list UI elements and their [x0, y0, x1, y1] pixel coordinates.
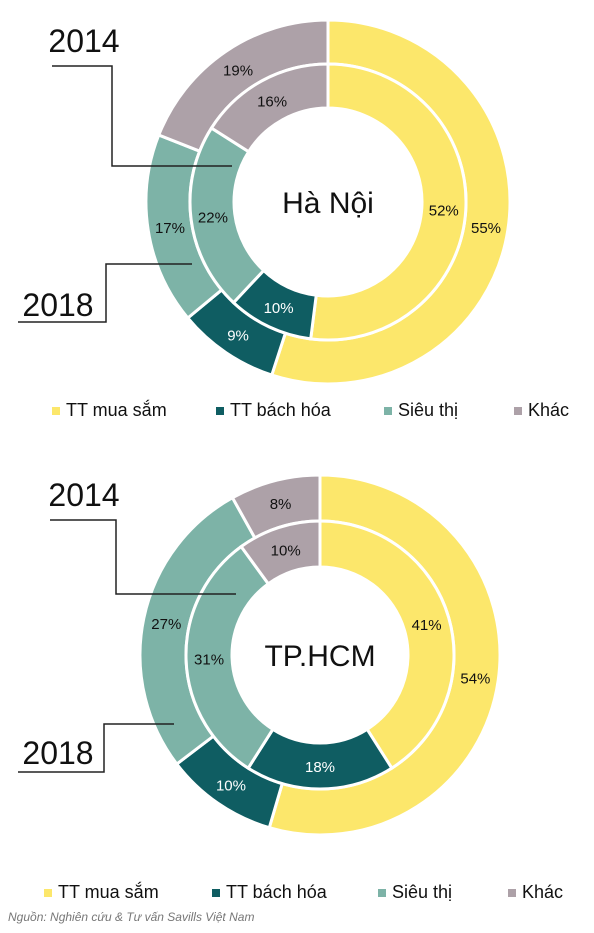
- source-note: Nguồn: Nghiên cứu & Tư vấn Savills Việt …: [8, 910, 255, 924]
- leader-line-inner: [52, 65, 232, 167]
- legend-item-supermarket: Siêu thị: [378, 882, 452, 903]
- legend-swatch: [384, 406, 392, 415]
- slice-label: 31%: [194, 651, 224, 668]
- slice-label: 41%: [412, 617, 442, 634]
- slice-label: 55%: [471, 220, 501, 237]
- legend-label: TT mua sắm: [66, 400, 167, 420]
- legend-hanoi: TT mua sắm TT bách hóa Siêu thị Khác: [0, 400, 594, 424]
- leader-line-outer: [18, 723, 174, 773]
- year-label-inner: 2014: [48, 477, 119, 513]
- legend-swatch: [44, 888, 52, 897]
- year-label-outer: 2018: [22, 735, 93, 771]
- legend-swatch: [508, 888, 516, 897]
- slice-label: 9%: [227, 327, 249, 344]
- slice-label: 22%: [198, 210, 228, 227]
- donut-slice-inner-1: [309, 62, 468, 342]
- slice-label: 19%: [223, 63, 253, 80]
- legend-label: TT bách hóa: [226, 882, 327, 902]
- legend-label: TT bách hóa: [230, 400, 331, 420]
- leader-line-inner: [50, 519, 236, 595]
- legend-item-shopping: TT mua sắm: [52, 400, 167, 421]
- donut-chart-hanoi: 55% 9% 17% 19% 52% 10% 22% 16% Hà Nội 2014 2018: [18, 18, 512, 386]
- legend-swatch: [216, 406, 224, 415]
- legend-swatch: [378, 888, 386, 897]
- slice-label: 10%: [216, 777, 246, 794]
- leader-line-outer: [18, 263, 192, 323]
- legend-label: Siêu thị: [392, 882, 453, 902]
- chart-panel-hanoi: 55% 9% 17% 19% 52% 10% 22% 16% Hà Nội 2014 2018 TT…: [0, 0, 594, 455]
- legend-hcm: TT mua sắm TT bách hóa Siêu thị Khác: [0, 882, 594, 906]
- legend-item-department: TT bách hóa: [212, 882, 327, 903]
- legend-label: Khác: [528, 400, 570, 420]
- legend-item-supermarket: Siêu thị: [384, 400, 458, 421]
- legend-swatch: [52, 406, 60, 415]
- legend-swatch: [514, 406, 522, 415]
- slice-label: 18%: [305, 759, 335, 776]
- slice-label: 8%: [270, 496, 292, 513]
- slice-label: 16%: [257, 93, 287, 110]
- legend-label: Siêu thị: [398, 400, 459, 420]
- legend-item-shopping: TT mua sắm: [44, 882, 159, 903]
- center-title: Hà Nội: [282, 187, 374, 220]
- donut-slice-inner-3: [184, 544, 275, 771]
- legend-label: Khác: [522, 882, 564, 902]
- slice-label: 17%: [155, 220, 185, 237]
- donut-slice-inner-4: [239, 519, 322, 586]
- center-title: TP.HCM: [264, 640, 375, 673]
- legend-item-department: TT bách hóa: [216, 400, 331, 421]
- legend-item-other: Khác: [514, 400, 569, 421]
- slice-label: 54%: [460, 670, 490, 687]
- year-label-outer: 2018: [22, 287, 93, 323]
- donut-slice-inner-4: [209, 62, 330, 154]
- legend-swatch: [212, 888, 220, 897]
- slice-label: 52%: [429, 202, 459, 219]
- slice-label: 10%: [271, 542, 301, 559]
- slice-label: 10%: [264, 300, 294, 317]
- donut-slice-inner-1: [318, 519, 456, 771]
- donut-chart-hcm: 54% 10% 27% 8% 41% 18% 31% 10% TP.HCM 2014 2018: [18, 473, 502, 837]
- slice-label: 27%: [151, 616, 181, 633]
- chart-panel-hcm: 54% 10% 27% 8% 41% 18% 31% 10% TP.HCM 2014 2018 TT…: [0, 462, 594, 910]
- year-label-inner: 2014: [48, 23, 119, 59]
- legend-item-other: Khác: [508, 882, 563, 903]
- legend-label: TT mua sắm: [58, 882, 159, 902]
